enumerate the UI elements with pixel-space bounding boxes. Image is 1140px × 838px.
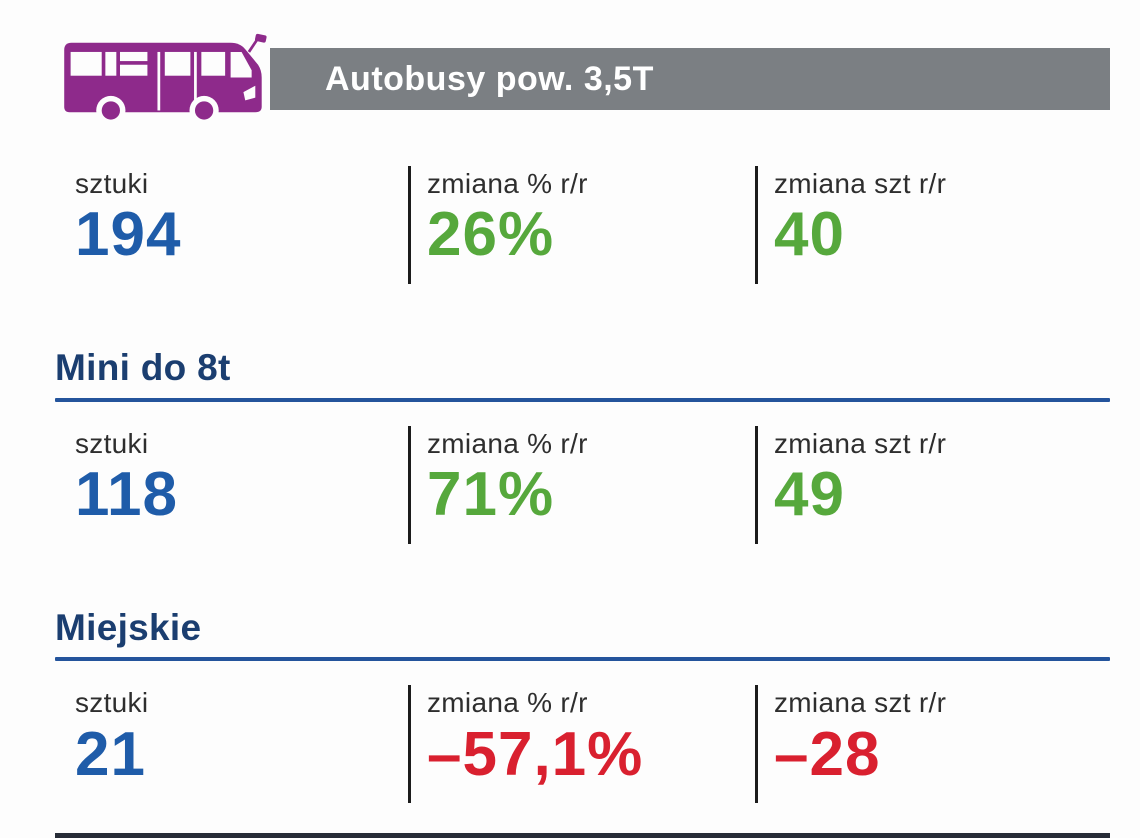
stat-value: 21 <box>75 719 146 789</box>
bus-window <box>105 51 117 76</box>
bus-icon-svg <box>64 33 267 126</box>
category-banner: Autobusy pow. 3,5T <box>270 48 1110 110</box>
stat-sztuki: sztuki 118 <box>75 426 408 544</box>
stat-value: 49 <box>774 459 845 529</box>
section-mini-do-8t: Mini do 8t sztuki 118 zmiana % r/r 71% z… <box>55 347 1110 544</box>
bus-front-light <box>243 85 256 101</box>
bus-windshield <box>230 51 252 78</box>
stats-row: sztuki 118 zmiana % r/r 71% zmiana szt r… <box>75 425 1110 544</box>
stat-label: zmiana szt r/r <box>774 427 947 459</box>
bus-mirror-stem <box>247 37 260 53</box>
stat-sztuki: sztuki 194 <box>75 166 408 284</box>
stat-label: zmiana % r/r <box>427 168 588 199</box>
stat-zmiana-sztuki: zmiana szt r/r –28 <box>755 685 1110 804</box>
section-rule <box>55 397 1110 402</box>
stat-value: 118 <box>75 459 179 529</box>
section-autobusy-pow-3-5t: sztuki 194 zmiana % r/r 26% zmiana szt r… <box>55 166 1110 284</box>
footer-bar <box>55 833 1110 838</box>
bus-wheel-hub <box>194 101 214 120</box>
stat-zmiana-sztuki: zmiana szt r/r 49 <box>755 425 1110 544</box>
stat-zmiana-procent: zmiana % r/r –57,1% <box>408 685 755 804</box>
stat-label: sztuki <box>75 427 149 459</box>
content: Autobusy pow. 3,5T sztuki 194 zmiana % r… <box>55 30 1110 804</box>
stat-zmiana-procent: zmiana % r/r 26% <box>408 166 755 284</box>
section-title: Mini do 8t <box>55 347 231 388</box>
category-title: Autobusy pow. 3,5T <box>325 59 654 98</box>
section-rule <box>55 657 1110 662</box>
stat-label: sztuki <box>75 687 149 719</box>
stats-row: sztuki 21 zmiana % r/r –57,1% zmiana szt… <box>75 685 1110 804</box>
stat-label: zmiana szt r/r <box>774 687 947 719</box>
stat-value: 71% <box>427 459 555 529</box>
bus-window <box>201 51 226 76</box>
bus-window <box>70 51 102 76</box>
stat-value: 40 <box>774 200 845 270</box>
bus-door-seam <box>157 51 161 111</box>
section-miejskie: Miejskie sztuki 21 zmiana % r/r –57,1% z… <box>55 606 1110 804</box>
stat-value: –28 <box>774 719 881 789</box>
stat-zmiana-sztuki: zmiana szt r/r 40 <box>755 166 1110 284</box>
bus-window <box>119 51 148 62</box>
bus-window <box>164 51 191 76</box>
stat-value: 26% <box>427 200 555 270</box>
bus-door-seam <box>194 51 197 111</box>
bus-window <box>119 64 148 76</box>
stat-value: 194 <box>75 200 182 270</box>
bus-wheel-hub <box>101 101 120 120</box>
bus-icon <box>55 30 270 126</box>
stat-label: sztuki <box>75 168 149 199</box>
stat-label: zmiana % r/r <box>427 427 588 459</box>
stat-label: zmiana szt r/r <box>774 168 947 199</box>
header: Autobusy pow. 3,5T <box>55 30 1110 126</box>
section-title: Miejskie <box>55 606 202 648</box>
stat-zmiana-procent: zmiana % r/r 71% <box>408 425 755 544</box>
stat-label: zmiana % r/r <box>427 687 588 719</box>
stat-value: –57,1% <box>427 719 644 789</box>
stat-sztuki: sztuki 21 <box>75 685 408 803</box>
stats-row: sztuki 194 zmiana % r/r 26% zmiana szt r… <box>75 166 1110 284</box>
